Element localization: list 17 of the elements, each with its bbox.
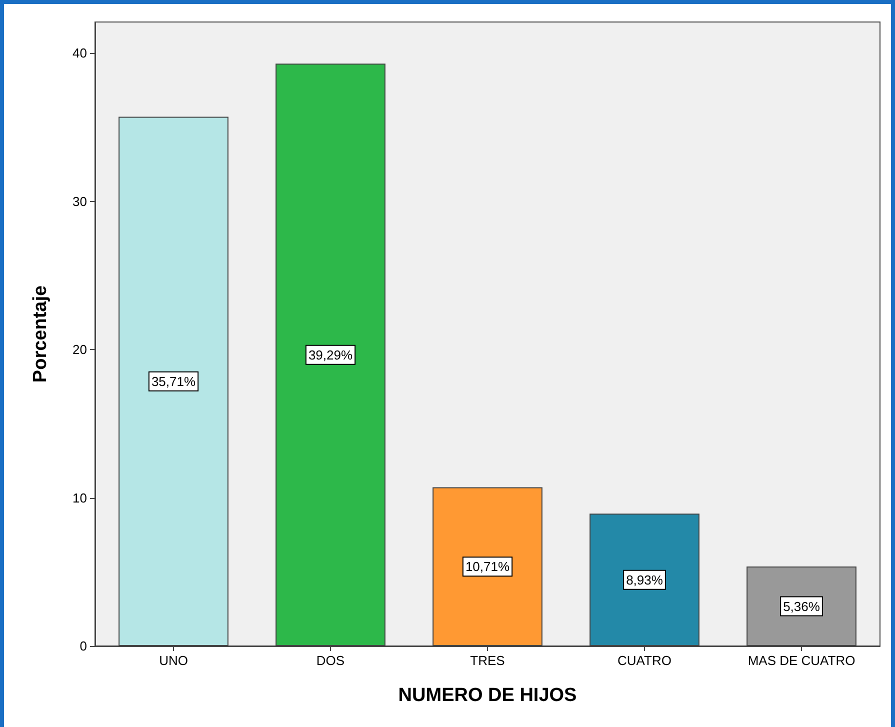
x-tick-label: CUATRO [618,653,672,668]
x-tick-label: TRES [470,653,506,668]
data-label: 8,93% [626,572,664,588]
y-tick-label: 30 [72,194,87,209]
y-tick-label: 10 [72,490,87,506]
y-tick-label: 0 [80,638,87,654]
x-axis-title: NUMERO DE HIJOS [398,685,577,706]
x-tick-label: DOS [316,653,345,668]
x-tick-label: MAS DE CUATRO [748,653,856,668]
y-tick-label: 20 [72,342,87,358]
data-label: 39,29% [308,347,353,362]
data-label: 5,36% [783,598,820,614]
y-axis-title: Porcentaje [30,285,51,383]
y-tick-label: 40 [72,46,87,61]
x-tick-label: UNO [159,653,188,668]
data-label: 35,71% [151,374,196,389]
data-label: 10,71% [465,559,510,574]
